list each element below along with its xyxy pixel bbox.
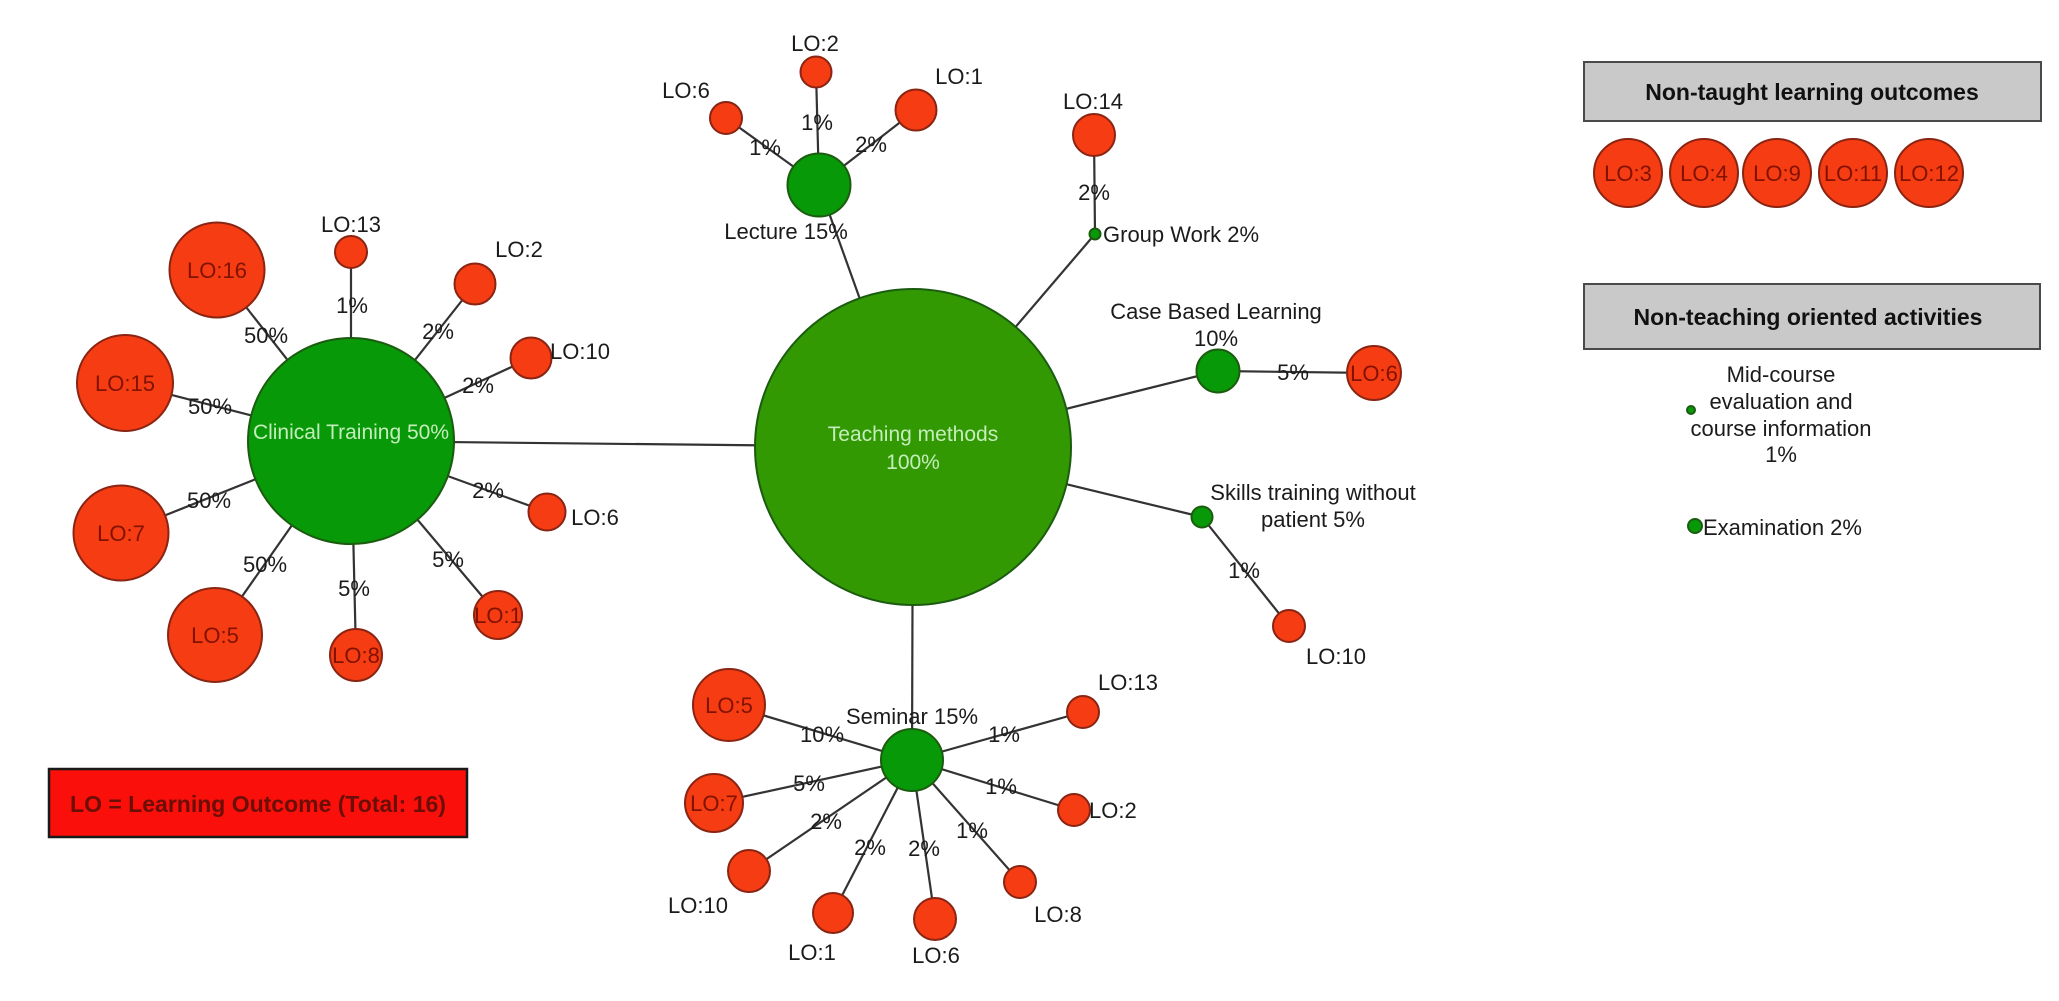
svg-text:LO:10: LO:10	[1306, 644, 1366, 669]
svg-text:course information: course information	[1691, 416, 1872, 441]
svg-text:50%: 50%	[243, 552, 287, 577]
svg-text:LO:7: LO:7	[97, 521, 145, 546]
svg-text:2%: 2%	[1078, 180, 1110, 205]
svg-text:LO:6: LO:6	[662, 78, 710, 103]
svg-text:1%: 1%	[801, 110, 833, 135]
svg-text:Teaching methods: Teaching methods	[828, 423, 998, 446]
svg-text:LO:9: LO:9	[1753, 161, 1801, 186]
svg-text:2%: 2%	[855, 132, 887, 157]
svg-text:1%: 1%	[749, 135, 781, 160]
svg-text:10%: 10%	[1194, 326, 1238, 351]
svg-text:LO:16: LO:16	[187, 258, 247, 283]
svg-text:100%: 100%	[886, 451, 940, 474]
svg-text:1%: 1%	[1228, 558, 1260, 583]
svg-text:LO:15: LO:15	[95, 371, 155, 396]
svg-text:LO:1: LO:1	[935, 64, 983, 89]
svg-text:LO:10: LO:10	[550, 339, 610, 364]
svg-text:LO:6: LO:6	[571, 505, 619, 530]
svg-text:LO:1: LO:1	[474, 603, 522, 628]
svg-text:Mid-course: Mid-course	[1727, 362, 1836, 387]
svg-text:LO:1: LO:1	[788, 940, 836, 965]
svg-text:LO:12: LO:12	[1899, 161, 1959, 186]
svg-text:LO:11: LO:11	[1824, 161, 1882, 186]
svg-text:2%: 2%	[472, 478, 504, 503]
svg-text:LO:5: LO:5	[705, 693, 753, 718]
svg-text:Lecture 15%: Lecture 15%	[724, 219, 848, 244]
svg-text:LO:14: LO:14	[1063, 89, 1123, 114]
svg-text:50%: 50%	[187, 488, 231, 513]
svg-text:LO:6: LO:6	[1350, 361, 1398, 386]
svg-text:50%: 50%	[188, 394, 232, 419]
svg-text:1%: 1%	[985, 774, 1017, 799]
svg-text:5%: 5%	[793, 771, 825, 796]
svg-text:1%: 1%	[336, 293, 368, 318]
svg-text:5%: 5%	[338, 576, 370, 601]
svg-text:LO:5: LO:5	[191, 623, 239, 648]
svg-text:LO:10: LO:10	[668, 893, 728, 918]
svg-text:LO = Learning Outcome (Total:: LO = Learning Outcome (Total: 16)	[70, 791, 446, 817]
svg-text:LO:2: LO:2	[791, 31, 839, 56]
svg-text:5%: 5%	[432, 547, 464, 572]
svg-text:LO:4: LO:4	[1680, 161, 1728, 186]
svg-text:LO:6: LO:6	[912, 943, 960, 968]
svg-text:Seminar 15%: Seminar 15%	[846, 704, 978, 729]
svg-text:LO:8: LO:8	[332, 643, 380, 668]
svg-text:50%: 50%	[244, 323, 288, 348]
svg-text:LO:8: LO:8	[1034, 902, 1082, 927]
svg-text:Clinical Training 50%: Clinical Training 50%	[253, 421, 449, 444]
svg-text:2%: 2%	[908, 836, 940, 861]
svg-text:Examination 2%: Examination 2%	[1703, 515, 1862, 540]
svg-text:1%: 1%	[988, 722, 1020, 747]
svg-text:LO:3: LO:3	[1604, 161, 1652, 186]
svg-text:Skills training without: Skills training without	[1210, 480, 1415, 505]
svg-text:Case Based Learning: Case Based Learning	[1110, 299, 1322, 324]
svg-text:Non-taught learning outcomes: Non-taught learning outcomes	[1645, 79, 1979, 105]
svg-text:LO:2: LO:2	[495, 237, 543, 262]
svg-text:Group Work 2%: Group Work 2%	[1103, 222, 1259, 247]
svg-text:5%: 5%	[1277, 360, 1309, 385]
svg-text:LO:13: LO:13	[1098, 670, 1158, 695]
svg-text:LO:7: LO:7	[690, 791, 738, 816]
svg-text:10%: 10%	[800, 722, 844, 747]
svg-text:LO:13: LO:13	[321, 212, 381, 237]
svg-text:2%: 2%	[462, 373, 494, 398]
svg-text:2%: 2%	[854, 835, 886, 860]
svg-text:1%: 1%	[956, 818, 988, 843]
svg-text:2%: 2%	[810, 809, 842, 834]
svg-text:2%: 2%	[422, 319, 454, 344]
svg-text:evaluation and: evaluation and	[1709, 389, 1852, 414]
svg-text:LO:2: LO:2	[1089, 798, 1137, 823]
svg-text:patient 5%: patient 5%	[1261, 507, 1365, 532]
svg-text:Non-teaching oriented activiti: Non-teaching oriented activities	[1634, 304, 1983, 330]
svg-text:1%: 1%	[1765, 442, 1797, 467]
